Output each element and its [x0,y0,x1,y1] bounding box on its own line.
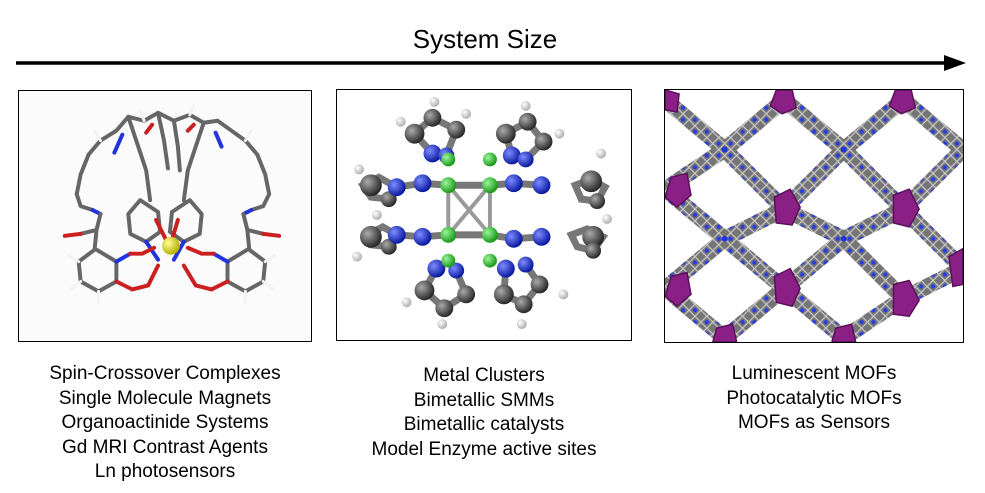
mof-framework-image [664,89,964,343]
caption-line: Gd MRI Contrast Agents [62,436,268,458]
system-size-arrow [16,55,966,71]
panel-2-captions: Metal Clusters Bimetallic SMMs Bimetalli… [336,364,632,462]
caption-line: Bimetallic catalysts [403,414,565,435]
macrocycle-complex-image [18,90,312,342]
metal-cluster-image [336,89,632,341]
caption-line: Spin-Crossover Complexes [49,363,281,384]
caption-line: Organoactinide Systems [61,412,269,433]
panel-3-captions: Luminescent MOFs Photocatalytic MOFs MOF… [664,362,964,436]
caption-line: Ln photosensors [94,461,236,482]
caption-line: Single Molecule Magnets [58,387,272,409]
caption-line: MOFs as Sensors [737,412,891,433]
caption-line: Luminescent MOFs [731,363,897,384]
panel-1-captions: Spin-Crossover Complexes Single Molecule… [18,362,312,485]
caption-line: Model Enzyme active sites [371,438,597,460]
caption-line: Metal Clusters [423,365,545,386]
system-size-title: System Size [412,24,558,54]
caption-line: Photocatalytic MOFs [726,387,902,409]
caption-line: Bimetallic SMMs [413,389,555,411]
